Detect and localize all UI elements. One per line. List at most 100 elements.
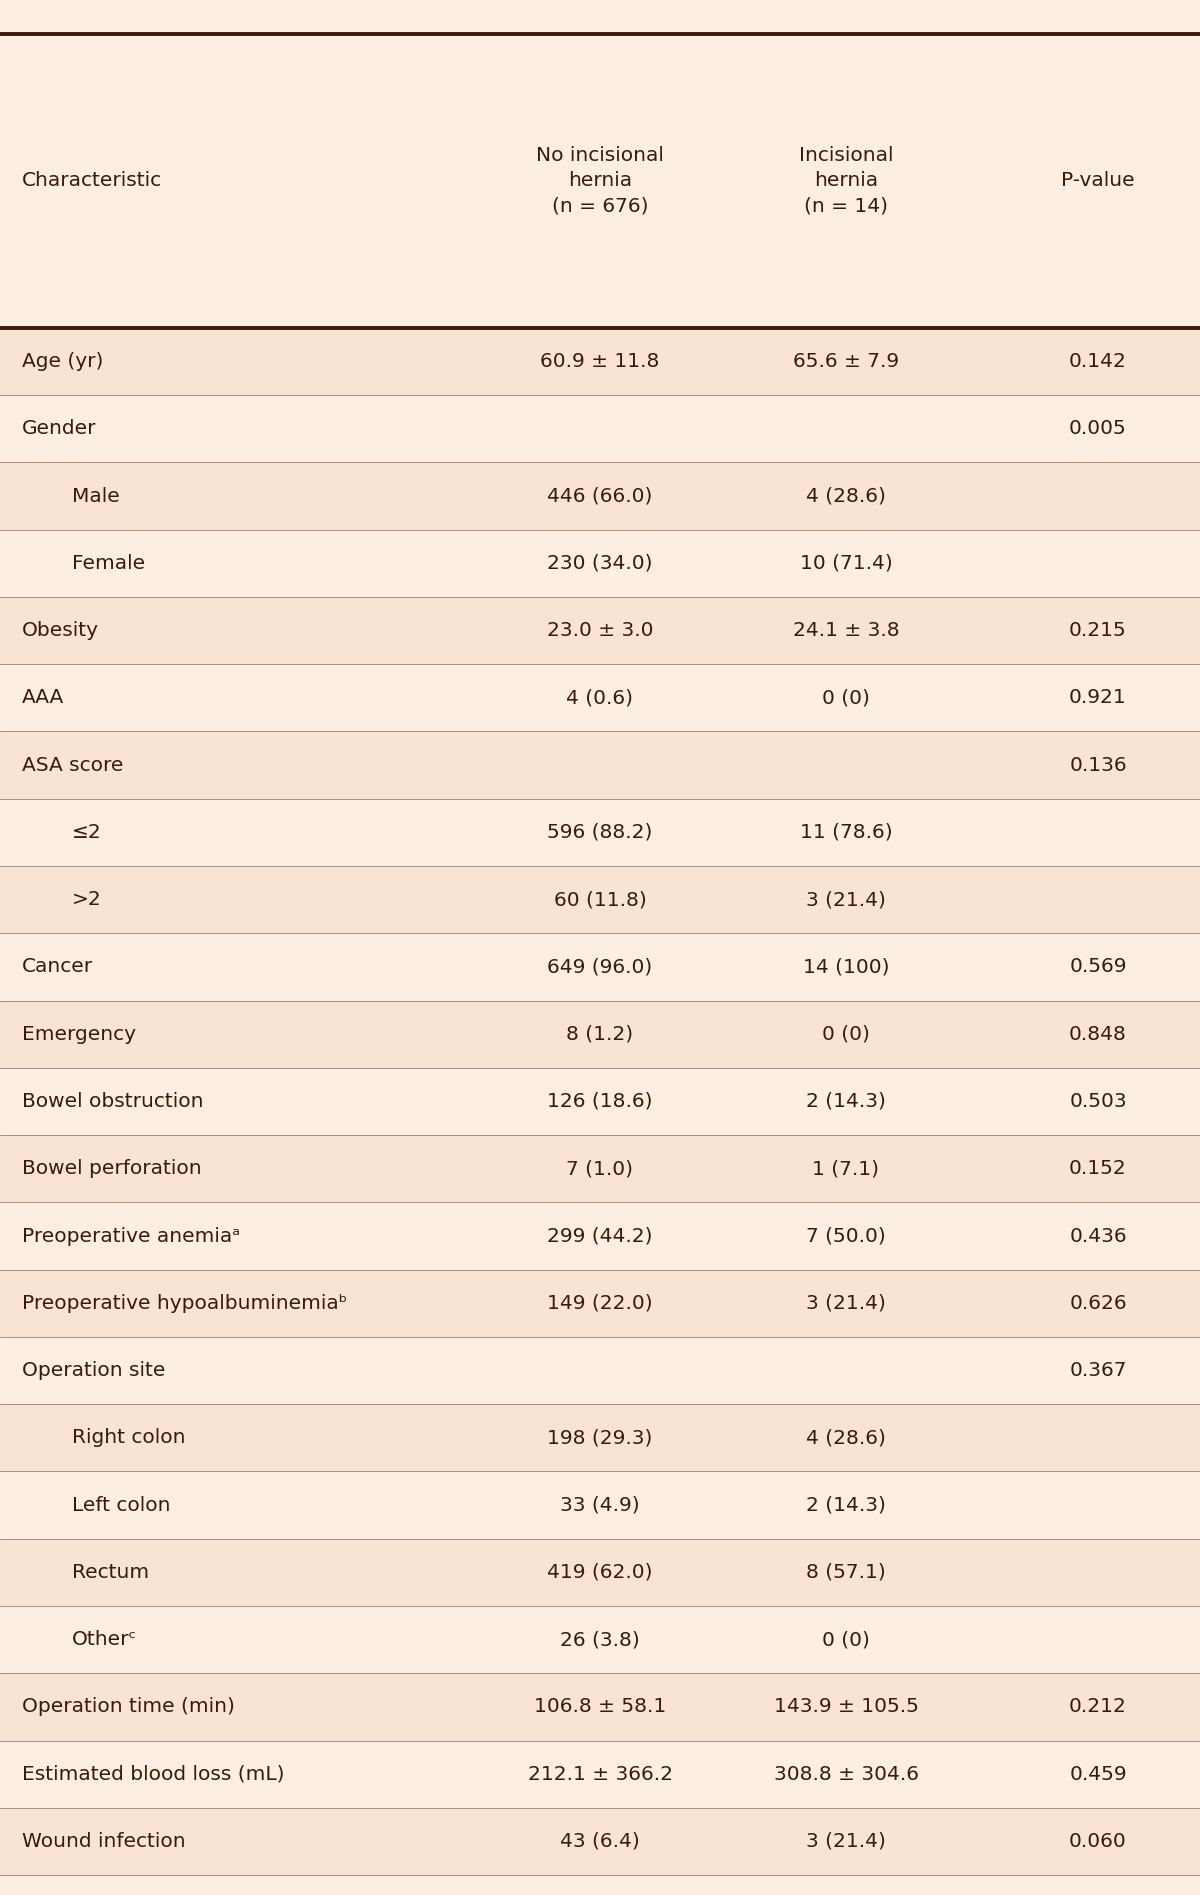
Bar: [0, 665, 1200, 731]
Text: AAA: AAA: [22, 688, 64, 707]
Text: Wound infection: Wound infection: [22, 1832, 185, 1851]
Bar: [0, 462, 1200, 529]
Text: 0 (0): 0 (0): [822, 1630, 870, 1649]
Text: Obesity: Obesity: [22, 622, 98, 641]
Text: 299 (44.2): 299 (44.2): [547, 1226, 653, 1245]
Text: 7 (1.0): 7 (1.0): [566, 1160, 634, 1179]
Text: Operation time (min): Operation time (min): [22, 1698, 234, 1717]
Bar: [0, 1740, 1200, 1808]
Text: 126 (18.6): 126 (18.6): [547, 1092, 653, 1110]
Bar: [0, 597, 1200, 665]
Text: 143.9 ± 105.5: 143.9 ± 105.5: [774, 1698, 918, 1717]
Text: 419 (62.0): 419 (62.0): [547, 1563, 653, 1582]
Text: 14 (100): 14 (100): [803, 957, 889, 976]
Bar: [0, 531, 1200, 597]
Text: 212.1 ± 366.2: 212.1 ± 366.2: [528, 1764, 672, 1783]
Text: 649 (96.0): 649 (96.0): [547, 957, 653, 976]
Text: Operation site: Operation site: [22, 1361, 164, 1380]
Bar: [0, 34, 1200, 328]
Text: 1 (7.1): 1 (7.1): [812, 1160, 880, 1179]
Text: 7 (50.0): 7 (50.0): [806, 1226, 886, 1245]
Text: No incisional
hernia
(n = 676): No incisional hernia (n = 676): [536, 146, 664, 216]
Text: Otherᶜ: Otherᶜ: [72, 1630, 137, 1649]
Text: 0.436: 0.436: [1069, 1226, 1127, 1245]
Text: 60.9 ± 11.8: 60.9 ± 11.8: [540, 352, 660, 371]
Text: ASA score: ASA score: [22, 756, 122, 775]
Text: 0 (0): 0 (0): [822, 1025, 870, 1044]
Text: 3 (21.4): 3 (21.4): [806, 1832, 886, 1851]
Text: P-value: P-value: [1061, 171, 1135, 191]
Text: 0.215: 0.215: [1069, 622, 1127, 641]
Bar: [0, 1404, 1200, 1471]
Text: Bowel obstruction: Bowel obstruction: [22, 1092, 203, 1110]
Bar: [0, 1069, 1200, 1135]
Text: 0.152: 0.152: [1069, 1160, 1127, 1179]
Text: 0.212: 0.212: [1069, 1698, 1127, 1717]
Text: Right colon: Right colon: [72, 1429, 186, 1448]
Text: 0.367: 0.367: [1069, 1361, 1127, 1380]
Bar: [0, 1203, 1200, 1270]
Bar: [0, 394, 1200, 462]
Text: 3 (21.4): 3 (21.4): [806, 891, 886, 910]
Text: 446 (66.0): 446 (66.0): [547, 487, 653, 506]
Text: 33 (4.9): 33 (4.9): [560, 1495, 640, 1514]
Text: 10 (71.4): 10 (71.4): [799, 553, 893, 572]
Text: 198 (29.3): 198 (29.3): [547, 1429, 653, 1448]
Bar: [0, 1471, 1200, 1539]
Text: 43 (6.4): 43 (6.4): [560, 1832, 640, 1851]
Bar: [0, 1673, 1200, 1740]
Text: Gender: Gender: [22, 419, 96, 438]
Text: 0.060: 0.060: [1069, 1832, 1127, 1851]
Text: 308.8 ± 304.6: 308.8 ± 304.6: [774, 1764, 918, 1783]
Text: 24.1 ± 3.8: 24.1 ± 3.8: [793, 622, 899, 641]
Text: 230 (34.0): 230 (34.0): [547, 553, 653, 572]
Text: 2 (14.3): 2 (14.3): [806, 1092, 886, 1110]
Text: Left colon: Left colon: [72, 1495, 170, 1514]
Text: 4 (0.6): 4 (0.6): [566, 688, 634, 707]
Text: 2 (14.3): 2 (14.3): [806, 1495, 886, 1514]
Text: 4 (28.6): 4 (28.6): [806, 1429, 886, 1448]
Bar: [0, 1338, 1200, 1404]
Text: 3 (21.4): 3 (21.4): [806, 1294, 886, 1313]
Text: 0.921: 0.921: [1069, 688, 1127, 707]
Text: 26 (3.8): 26 (3.8): [560, 1630, 640, 1649]
Text: 0 (0): 0 (0): [822, 688, 870, 707]
Text: Bowel perforation: Bowel perforation: [22, 1160, 202, 1179]
Text: 11 (78.6): 11 (78.6): [799, 822, 893, 841]
Text: Cancer: Cancer: [22, 957, 92, 976]
Text: Characteristic: Characteristic: [22, 171, 162, 191]
Text: 0.503: 0.503: [1069, 1092, 1127, 1110]
Text: Estimated blood loss (mL): Estimated blood loss (mL): [22, 1764, 284, 1783]
Text: 23.0 ± 3.0: 23.0 ± 3.0: [547, 622, 653, 641]
Text: Preoperative anemiaᵃ: Preoperative anemiaᵃ: [22, 1226, 240, 1245]
Text: 0.626: 0.626: [1069, 1294, 1127, 1313]
Text: 0.848: 0.848: [1069, 1025, 1127, 1044]
Bar: [0, 328, 1200, 396]
Text: 0.459: 0.459: [1069, 1764, 1127, 1783]
Bar: [0, 866, 1200, 934]
Text: 0.142: 0.142: [1069, 352, 1127, 371]
Text: 149 (22.0): 149 (22.0): [547, 1294, 653, 1313]
Bar: [0, 1539, 1200, 1605]
Bar: [0, 1607, 1200, 1673]
Text: 65.6 ± 7.9: 65.6 ± 7.9: [793, 352, 899, 371]
Text: 8 (1.2): 8 (1.2): [566, 1025, 634, 1044]
Text: 106.8 ± 58.1: 106.8 ± 58.1: [534, 1698, 666, 1717]
Text: 596 (88.2): 596 (88.2): [547, 822, 653, 841]
Text: Rectum: Rectum: [72, 1563, 149, 1582]
Text: 0.005: 0.005: [1069, 419, 1127, 438]
Text: ≤2: ≤2: [72, 822, 102, 841]
Text: Female: Female: [72, 553, 145, 572]
Text: Age (yr): Age (yr): [22, 352, 103, 371]
Text: Male: Male: [72, 487, 120, 506]
Text: 0.569: 0.569: [1069, 957, 1127, 976]
Text: >2: >2: [72, 891, 102, 910]
Bar: [0, 932, 1200, 1001]
Text: 0.136: 0.136: [1069, 756, 1127, 775]
Bar: [0, 731, 1200, 800]
Text: Incisional
hernia
(n = 14): Incisional hernia (n = 14): [799, 146, 893, 216]
Bar: [0, 1270, 1200, 1338]
Text: 8 (57.1): 8 (57.1): [806, 1563, 886, 1582]
Bar: [0, 1001, 1200, 1069]
Text: 4 (28.6): 4 (28.6): [806, 487, 886, 506]
